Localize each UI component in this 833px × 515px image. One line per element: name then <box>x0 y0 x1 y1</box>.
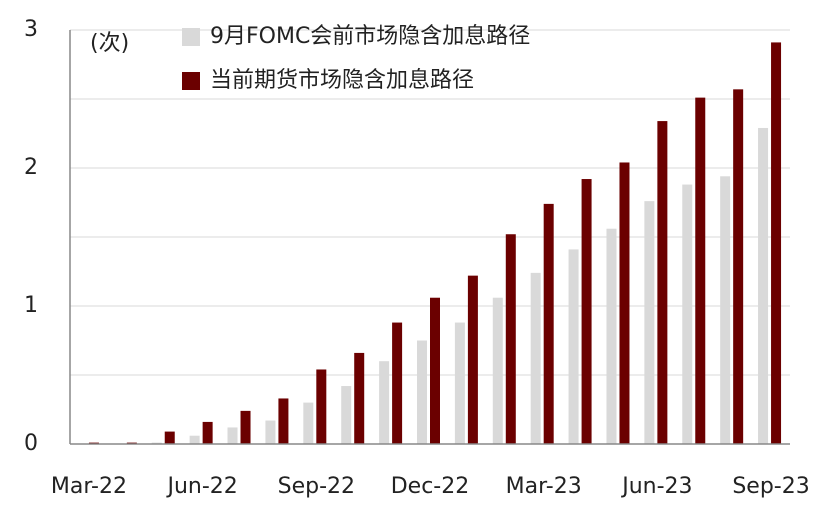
bar <box>581 179 592 445</box>
annotation: (次) <box>90 31 129 56</box>
legend-swatch <box>182 28 200 46</box>
bar <box>758 127 769 444</box>
x-tick-label: Jun-22 <box>165 474 237 499</box>
legend-label: 9月FOMC会前市场隐含加息路径 <box>210 24 530 49</box>
legend-label: 当前期货市场隐含加息路径 <box>210 68 474 93</box>
bar <box>430 297 440 444</box>
y-tick-label: 0 <box>24 431 38 456</box>
bar <box>568 249 579 444</box>
bar <box>189 435 200 444</box>
bar <box>644 201 655 444</box>
bar <box>771 42 782 445</box>
bar <box>240 410 251 444</box>
x-tick-label: Mar-22 <box>51 474 127 499</box>
bar <box>543 203 554 444</box>
bar <box>454 322 465 444</box>
bar <box>164 431 175 444</box>
bar <box>619 162 630 445</box>
x-tick-label: Sep-23 <box>732 474 809 499</box>
y-tick-label: 2 <box>24 155 38 180</box>
bar <box>682 184 693 444</box>
y-tick-label: 3 <box>24 17 38 42</box>
x-tick-label: Dec-22 <box>391 474 470 499</box>
x-tick-label: Mar-23 <box>506 474 582 499</box>
x-tick-label: Sep-22 <box>278 474 355 499</box>
bar <box>733 89 744 444</box>
bar <box>202 421 213 444</box>
bar <box>505 234 516 444</box>
bar <box>695 97 706 445</box>
bar <box>492 297 503 444</box>
bar <box>278 398 289 444</box>
bar <box>354 352 365 444</box>
y-tick-label: 1 <box>24 293 38 318</box>
bar <box>316 369 327 444</box>
bar <box>303 402 314 444</box>
x-tick-label: Jun-23 <box>620 474 692 499</box>
bar <box>720 176 731 444</box>
bar <box>530 272 541 444</box>
bar <box>657 121 668 444</box>
bar <box>227 427 238 444</box>
bar <box>392 322 403 444</box>
legend-swatch <box>182 72 200 90</box>
bar <box>606 228 617 444</box>
bar <box>379 361 390 444</box>
bar <box>417 340 427 444</box>
bar <box>341 386 352 444</box>
bar <box>265 420 276 444</box>
bar <box>467 275 478 444</box>
